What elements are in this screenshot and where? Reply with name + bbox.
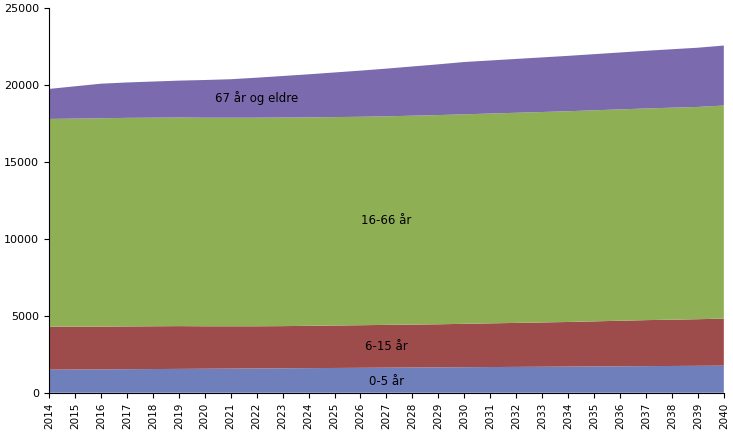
Text: 16-66 år: 16-66 år <box>361 214 412 227</box>
Text: 67 år og eldre: 67 år og eldre <box>215 90 298 105</box>
Text: 6-15 år: 6-15 år <box>365 340 408 353</box>
Text: 0-5 år: 0-5 år <box>369 375 404 388</box>
